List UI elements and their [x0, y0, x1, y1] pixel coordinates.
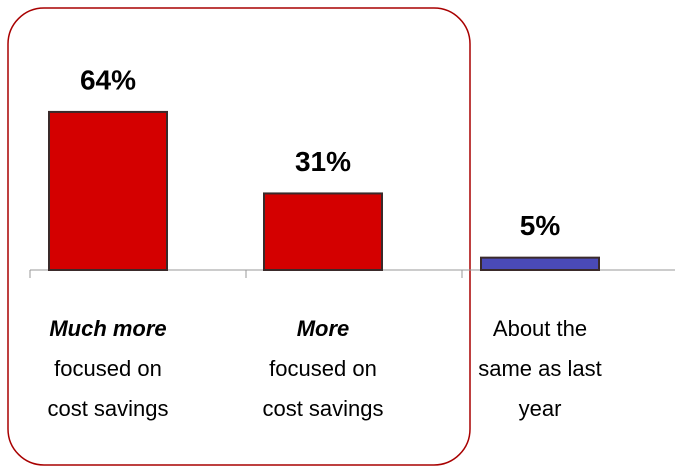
category-label: focused on — [54, 356, 162, 381]
bar — [480, 256, 600, 271]
highlight-frame — [7, 7, 471, 466]
category-label: Much more — [49, 316, 166, 341]
category-label: cost savings — [262, 396, 383, 421]
category-label: year — [519, 396, 562, 421]
value-label: 64% — [80, 64, 136, 95]
category-label: About the — [493, 316, 587, 341]
category-label: More — [297, 316, 350, 341]
value-label: 31% — [295, 146, 351, 177]
bar — [48, 110, 168, 271]
category-label: same as last — [478, 356, 602, 381]
category-label: focused on — [269, 356, 377, 381]
bar — [263, 192, 383, 271]
category-label: cost savings — [47, 396, 168, 421]
value-label: 5% — [520, 210, 561, 241]
